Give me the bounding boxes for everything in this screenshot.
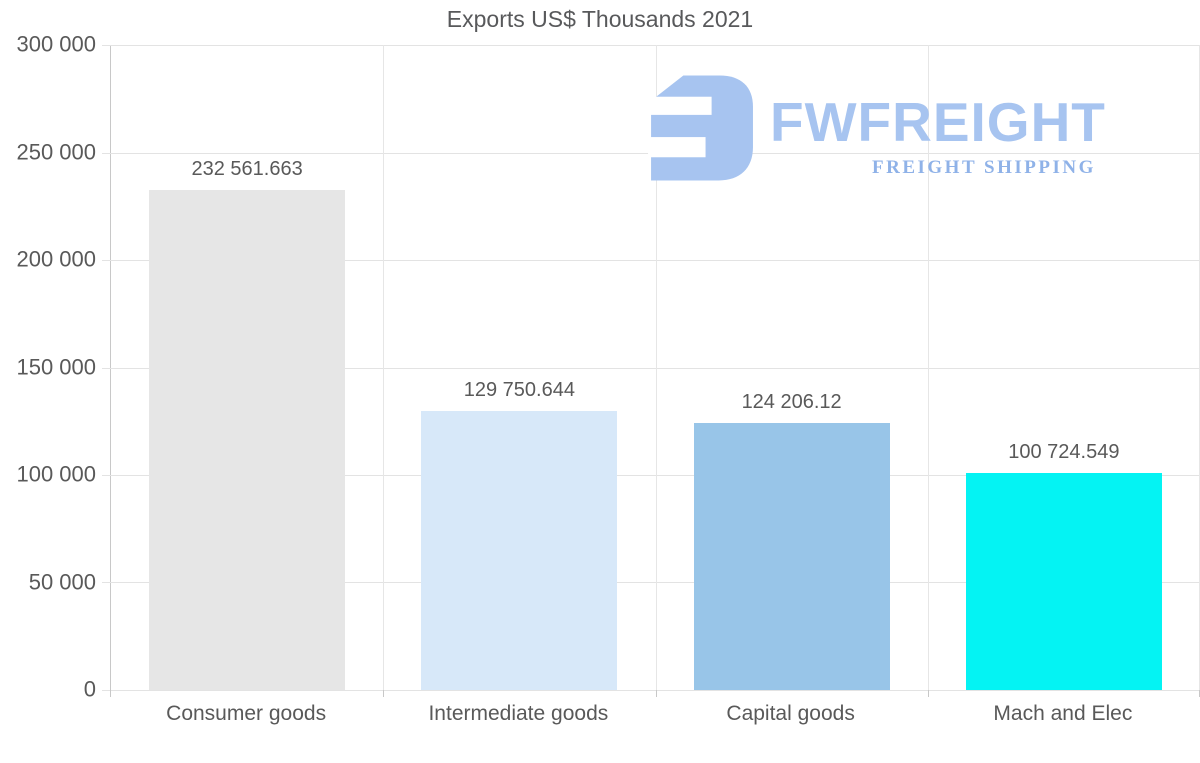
x-axis-tick: [655, 690, 657, 697]
chart-title: Exports US$ Thousands 2021: [446, 6, 754, 32]
bar-value-label: 232 561.663: [191, 158, 303, 180]
x-axis-label-mach-and-elec: Mach and Elec: [993, 702, 1133, 725]
plot-area: 232 561.663 129 750.644 124 206.12 100 7…: [102, 45, 1200, 697]
y-axis-label: 100 000: [16, 461, 96, 487]
y-axis-label: 200 000: [16, 246, 96, 272]
y-axis-label: 150 000: [16, 353, 96, 379]
x-axis-label-consumer-goods: Consumer goods: [166, 702, 327, 725]
y-axis-label: 250 000: [16, 138, 96, 164]
baseline-gridline: [102, 690, 1200, 691]
bar-value-label: 100 724.549: [1008, 441, 1120, 464]
bar-value-label: 124 206.12: [741, 390, 842, 413]
bar-group-intermediate-goods: 129 750.644: [383, 45, 655, 690]
watermark-tagline: FREIGHT SHIPPING: [872, 157, 1096, 178]
gridline: [102, 367, 1200, 369]
gridline: [102, 475, 1200, 476]
y-axis-label: 50 000: [28, 568, 96, 594]
bar: [965, 473, 1162, 690]
gridline: [102, 582, 1200, 584]
bar: [421, 411, 618, 690]
bar-group-capital-goods: 124 206.12: [656, 45, 928, 690]
bar-series: 232 561.663 129 750.644 124 206.12 100 7…: [111, 45, 1200, 690]
gridline: [102, 45, 1200, 46]
x-axis-label-capital-goods: Capital goods: [726, 702, 855, 725]
y-axis-label: 300 000: [16, 31, 96, 57]
x-axis-labels: Consumer goods Intermediate goods Capita…: [110, 702, 1199, 726]
x-axis-tick: [110, 690, 111, 697]
bar-group-mach-and-elec: 100 724.549: [928, 45, 1200, 690]
bar: [149, 190, 346, 690]
bar: [693, 422, 890, 690]
gridline: [383, 45, 385, 690]
gridline: [655, 45, 657, 690]
y-axis-label: 0: [83, 676, 96, 702]
gridline: [927, 45, 929, 690]
watermark-brand: FWFREIGHT: [770, 91, 1106, 153]
fwfreight-logo-icon: [648, 75, 753, 181]
bar-value-label: 129 750.644: [463, 379, 575, 402]
bar-group-consumer-goods: 232 561.663: [111, 45, 383, 690]
x-axis-label-intermediate-goods: Intermediate goods: [428, 702, 609, 725]
x-axis-tick: [927, 690, 929, 697]
x-axis-tick: [383, 690, 385, 697]
gridline: [102, 259, 1200, 261]
